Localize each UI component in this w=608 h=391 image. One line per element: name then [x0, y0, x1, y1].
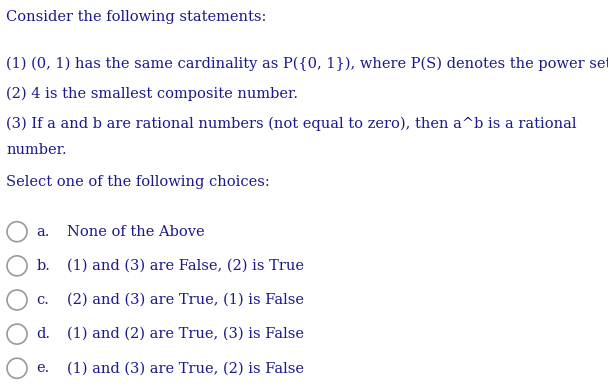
- Text: (1) and (3) are True, (2) is False: (1) and (3) are True, (2) is False: [66, 361, 303, 375]
- Text: (2) and (3) are True, (1) is False: (2) and (3) are True, (1) is False: [66, 293, 303, 307]
- Text: Select one of the following choices:: Select one of the following choices:: [6, 175, 270, 189]
- Text: a.: a.: [36, 225, 49, 239]
- Text: (1) and (3) are False, (2) is True: (1) and (3) are False, (2) is True: [66, 259, 303, 273]
- Text: b.: b.: [36, 259, 50, 273]
- Text: (3) If a and b are rational numbers (not equal to zero), then a^b is a rational: (3) If a and b are rational numbers (not…: [6, 117, 576, 131]
- Text: None of the Above: None of the Above: [66, 225, 204, 239]
- Text: c.: c.: [36, 293, 49, 307]
- Text: number.: number.: [6, 143, 67, 157]
- Text: (1) and (2) are True, (3) is False: (1) and (2) are True, (3) is False: [66, 327, 303, 341]
- Text: d.: d.: [36, 327, 50, 341]
- Text: e.: e.: [36, 361, 49, 375]
- Text: Consider the following statements:: Consider the following statements:: [6, 10, 266, 24]
- Text: (1) (0, 1) has the same cardinality as P({0, 1}), where P(S) denotes the power s: (1) (0, 1) has the same cardinality as P…: [6, 56, 608, 71]
- Text: (2) 4 is the smallest composite number.: (2) 4 is the smallest composite number.: [6, 86, 298, 101]
